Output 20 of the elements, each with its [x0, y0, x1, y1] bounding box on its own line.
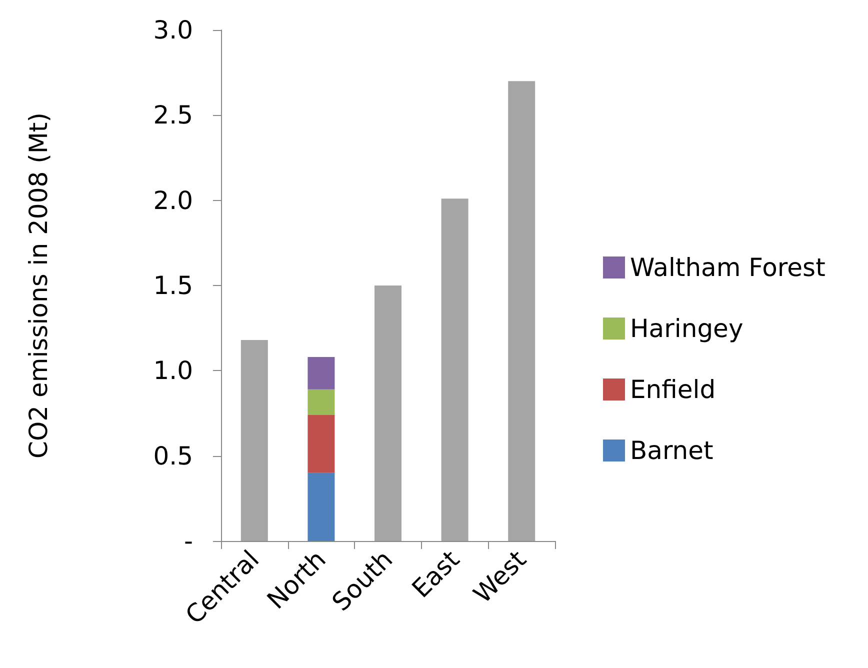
- y-axis-title: CO2 emissions in 2008 (Mt): [24, 112, 53, 458]
- bar: [508, 81, 536, 541]
- bar: [374, 286, 402, 541]
- y-tick-label: 1.0: [153, 356, 193, 386]
- bar: [308, 389, 335, 415]
- bar: [240, 340, 268, 541]
- y-tick-label: 0.5: [153, 441, 193, 470]
- y-tick-label: 3.0: [153, 16, 193, 44]
- y-tick-label: 1.5: [153, 271, 193, 300]
- y-tick-label: 2.5: [153, 100, 193, 130]
- bar: [441, 198, 468, 541]
- legend-label: Haringey: [630, 314, 744, 343]
- bar: [308, 472, 335, 541]
- legend-label: Enfield: [630, 375, 716, 404]
- y-tick-label: -: [184, 526, 193, 556]
- legend-label: Waltham Forest: [630, 253, 826, 282]
- y-tick-label: 2.0: [153, 186, 193, 215]
- bar: [308, 414, 335, 473]
- legend-label: Barnet: [630, 436, 714, 465]
- bar: [308, 357, 335, 390]
